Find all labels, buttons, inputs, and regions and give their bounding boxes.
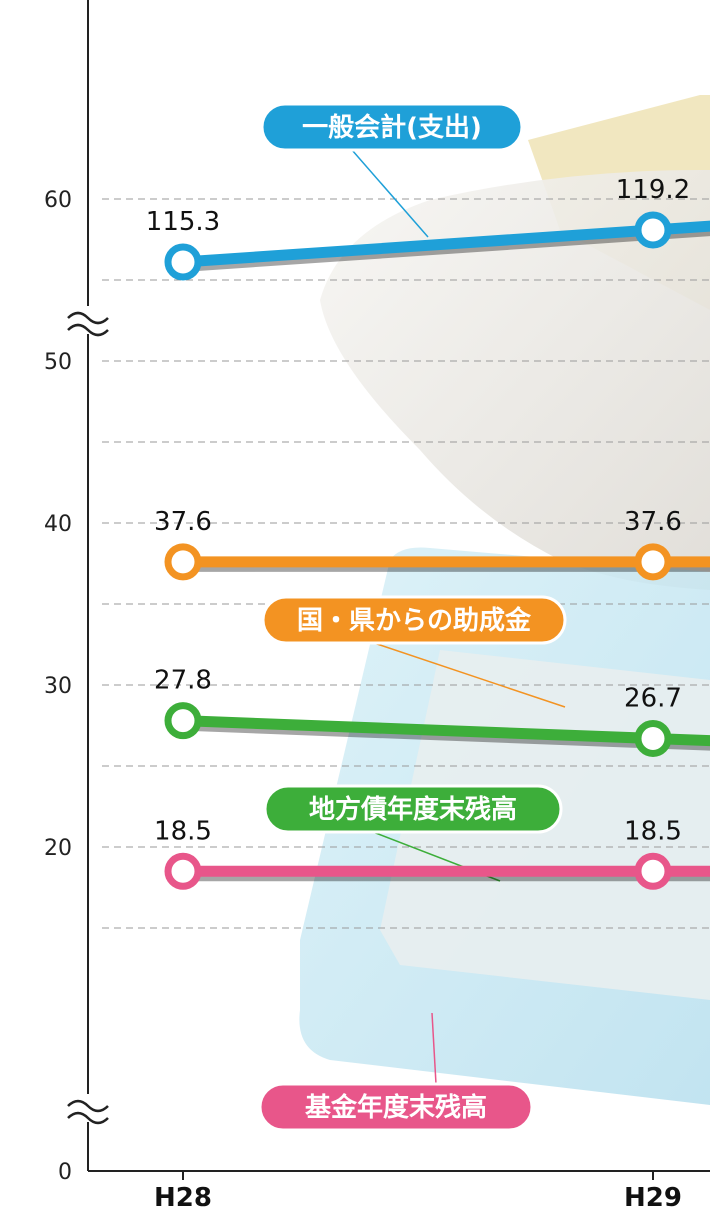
data-point <box>164 852 202 890</box>
data-point <box>634 852 672 890</box>
data-label: 37.6 <box>154 507 212 537</box>
data-point <box>634 719 672 757</box>
x-tick-label: H29 <box>624 1183 682 1210</box>
legend-label: 基金年度末残高 <box>305 1092 487 1123</box>
axes: 0 20 30 40 50 60 H28 H29 <box>44 0 710 1210</box>
x-tick-label: H28 <box>154 1183 212 1210</box>
series-line <box>164 543 710 581</box>
background-photo-tissue <box>320 95 710 590</box>
legend-label: 地方債年度末残高 <box>309 794 517 825</box>
y-tick-label: 30 <box>44 674 72 699</box>
y-tick-label: 0 <box>58 1160 72 1185</box>
y-tick-label: 40 <box>44 512 72 537</box>
data-point <box>164 702 202 740</box>
legend-connector <box>351 149 429 238</box>
legend-connector <box>373 642 566 708</box>
data-label: 26.7 <box>624 683 682 713</box>
data-label: 37.6 <box>624 507 682 537</box>
data-point <box>634 543 672 581</box>
data-labels: 115.3 119.2 37.6 37.6 27.8 26.7 18.5 18.5 <box>146 175 690 846</box>
series-line <box>164 211 710 281</box>
data-label: 18.5 <box>624 816 682 846</box>
axis-break-mark <box>67 1094 109 1125</box>
legend-bubble: 地方債年度末残高 <box>263 784 563 834</box>
data-point <box>164 543 202 581</box>
legend-bubble: 国・県からの助成金 <box>261 595 567 645</box>
legend-bubble: 一般会計(支出) <box>260 102 524 152</box>
y-tick-label: 50 <box>44 350 72 375</box>
axis-break-mark <box>67 306 109 337</box>
legend-label: 国・県からの助成金 <box>297 605 532 636</box>
data-label: 115.3 <box>146 207 220 237</box>
legend-bubble: 基金年度末残高 <box>258 1082 534 1132</box>
y-tick-label: 20 <box>44 836 72 861</box>
legend-label: 一般会計(支出) <box>302 112 482 143</box>
series-lines <box>164 211 710 890</box>
data-label: 119.2 <box>616 175 690 205</box>
data-point <box>634 211 672 249</box>
data-label: 18.5 <box>154 816 212 846</box>
gridlines <box>102 198 710 929</box>
data-point <box>164 243 202 281</box>
y-tick-label: 60 <box>44 188 72 213</box>
legend-connector <box>431 1012 437 1085</box>
data-label: 27.8 <box>154 666 212 696</box>
series-line <box>164 702 710 757</box>
series-line <box>164 852 710 890</box>
